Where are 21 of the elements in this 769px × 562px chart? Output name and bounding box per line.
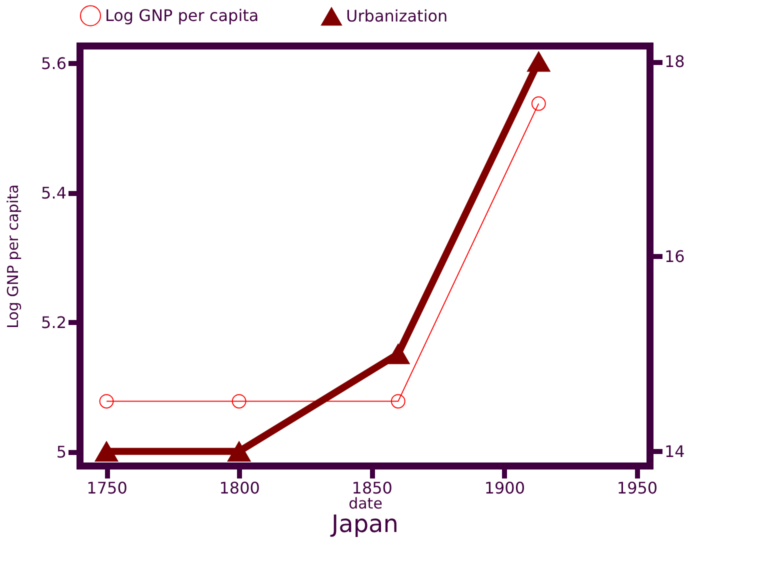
x-tick-label: 1950 bbox=[616, 478, 658, 498]
y2-tick-label: 16 bbox=[664, 246, 685, 266]
point bbox=[227, 441, 251, 462]
x-tick-label: 1900 bbox=[484, 478, 526, 498]
x-tick-label: 1750 bbox=[86, 478, 128, 498]
point bbox=[386, 344, 410, 364]
y-tick-label: 5.6 bbox=[41, 54, 66, 73]
y2-tick-label: 14 bbox=[664, 442, 685, 461]
x-tick-label: 1850 bbox=[352, 478, 392, 498]
point bbox=[94, 441, 118, 462]
text: Japan bbox=[330, 510, 398, 538]
x-axis-title: date bbox=[348, 494, 382, 512]
legend-label: Urbanization bbox=[346, 6, 448, 26]
y-tick-label: 5 bbox=[56, 442, 66, 462]
y-tick-label: 5.2 bbox=[41, 312, 66, 332]
y-axis-title: Log GNP per capita bbox=[4, 184, 22, 329]
y2-tick-label: 18 bbox=[664, 52, 685, 72]
x-tick-label: 1800 bbox=[219, 478, 260, 498]
legend-label: Log GNP per capita bbox=[105, 6, 259, 25]
point bbox=[526, 51, 550, 72]
y-tick-label: 5.4 bbox=[41, 183, 66, 202]
